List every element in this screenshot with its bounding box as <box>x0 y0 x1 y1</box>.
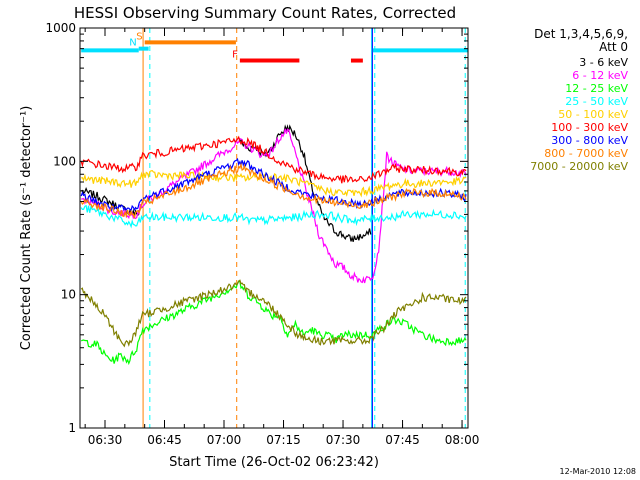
legend-entry-7: 800 - 7000 keV <box>544 147 628 160</box>
x-axis: 06:30 06:45 07:00 07:15 07:30 07:45 08:00 <box>84 28 480 447</box>
legend-entry-3: 25 - 50 keV <box>565 95 628 108</box>
y-tick-label-3: 1000 <box>45 21 76 35</box>
series-line-1 <box>81 128 467 284</box>
series-line-7 <box>80 162 467 219</box>
x-tick-label-3: 07:15 <box>266 433 301 447</box>
x-axis-label: Start Time (26-Oct-02 06:23:42) <box>169 455 379 470</box>
status-bar-label-3: F <box>232 50 238 61</box>
series-line-2 <box>80 280 467 366</box>
y-tick-label-2: 100 <box>53 154 76 168</box>
plot-area: NS F <box>80 28 468 428</box>
y-axis-label: Corrected Count Rate (s⁻¹ detector⁻¹) <box>19 106 34 351</box>
legend-header-line2: Att 0 <box>599 40 628 54</box>
plot-inner <box>80 28 468 428</box>
chart-title: HESSI Observing Summary Count Rates, Cor… <box>74 4 456 22</box>
x-tick-label-1: 06:45 <box>147 433 182 447</box>
y-tick-label-0: 1 <box>68 421 76 435</box>
legend-entry-0: 3 - 6 keV <box>579 56 628 69</box>
x-tick-label-2: 07:00 <box>207 433 242 447</box>
legend-entry-8: 7000 - 20000 keV <box>530 160 628 173</box>
legend-header-line1: Det 1,3,4,5,6,9, <box>534 27 628 41</box>
status-bar-label-2: S <box>136 31 142 42</box>
series-line-6 <box>80 157 467 212</box>
series-line-3 <box>80 204 467 229</box>
legend-entry-4: 50 - 100 keV <box>558 108 628 121</box>
x-tick-label-6: 08:00 <box>445 433 480 447</box>
y-tick-label-1: 10 <box>61 288 76 302</box>
series-line-8 <box>80 279 467 348</box>
legend-entry-6: 300 - 800 keV <box>551 134 628 147</box>
plot-frame <box>79 27 469 429</box>
x-tick-label-0: 06:30 <box>88 433 123 447</box>
y-axis: 1 10 100 1000 <box>45 21 468 435</box>
series-line-5 <box>80 135 467 184</box>
footer-timestamp: 12-Mar-2010 12:08 <box>560 467 637 476</box>
x-tick-label-5: 07:45 <box>385 433 420 447</box>
legend-entry-2: 12 - 25 keV <box>565 82 628 95</box>
legend-entry-5: 100 - 300 keV <box>551 121 628 134</box>
status-bar-label-1: N <box>129 38 136 49</box>
legend-entry-1: 6 - 12 keV <box>572 69 628 82</box>
x-tick-label-4: 07:30 <box>326 433 361 447</box>
